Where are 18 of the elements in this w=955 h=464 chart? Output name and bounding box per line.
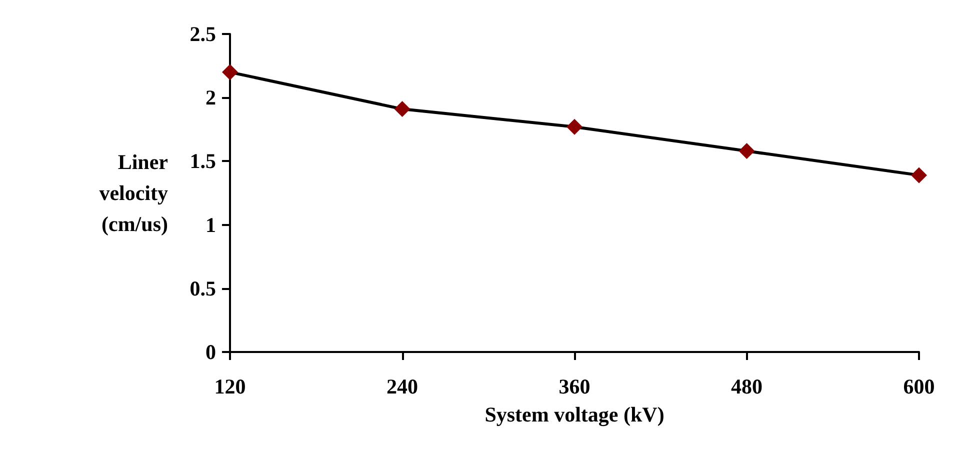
point <box>222 64 238 80</box>
y-tick-label: 0.5 <box>190 276 216 300</box>
y-tick-label: 1 <box>206 212 216 237</box>
y-axis-title: Liner velocity (cm/us) <box>99 150 168 236</box>
x-tick-label: 120 <box>214 374 246 398</box>
point <box>738 143 755 160</box>
point <box>566 118 582 135</box>
y-tick-label: 2.5 <box>190 22 216 46</box>
point <box>911 167 927 184</box>
x-tick-label: 240 <box>386 374 418 398</box>
y-tick-label: 2 <box>206 86 216 110</box>
x-tick-label: 600 <box>903 374 935 398</box>
x-tick-label: 480 <box>731 374 762 398</box>
y-tick-label: 1.5 <box>190 149 216 174</box>
point <box>394 101 410 118</box>
y-tick-label: 0 <box>206 340 216 364</box>
x-tick-label: 360 <box>558 374 590 398</box>
x-axis-title: System voltage (kV) <box>484 402 664 426</box>
